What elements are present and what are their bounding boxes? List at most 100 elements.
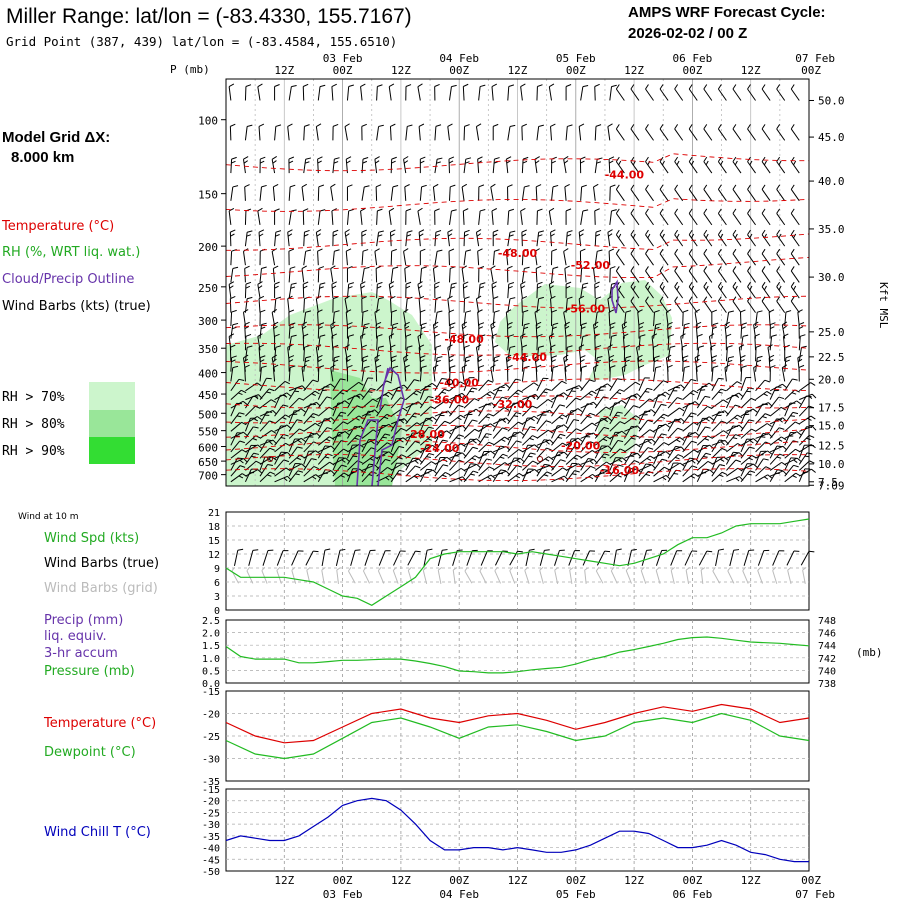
wind-barb-flag: [630, 84, 635, 90]
wind-barb-staff: [478, 441, 490, 453]
wind-barb-flag: [603, 426, 610, 430]
wind-barb-flag: [347, 322, 353, 326]
wind-barb-flag: [282, 404, 289, 407]
wind-barb-flag: [691, 285, 695, 291]
wind-barb: [797, 309, 803, 327]
height-tick-label: 45.0: [818, 131, 845, 144]
wind-barb-staff: [682, 401, 696, 409]
wind-barb-flag: [665, 475, 671, 480]
wind-barb: [288, 410, 300, 425]
wind-barb-flag: [319, 286, 324, 289]
wind-barb: [376, 297, 384, 313]
wind-barb-flag: [654, 309, 660, 313]
wind-barb-flag: [416, 449, 422, 454]
wind-barb-staff: [447, 126, 450, 141]
wind-barb-flag: [537, 281, 543, 285]
wind-barb-flag: [303, 83, 309, 87]
wind-barb-flag: [287, 229, 293, 233]
wind-barb-flag: [472, 419, 478, 422]
wind-barb-flag: [563, 309, 569, 313]
wind-barb-staff: [303, 126, 305, 141]
wind-barb-flag: [406, 234, 412, 237]
wind-barb: [317, 248, 323, 266]
wind-barb-flag: [247, 345, 253, 348]
wind-barb: [228, 281, 235, 299]
wind-barb-staff: [259, 388, 270, 400]
wind-barb-staff: [434, 472, 446, 483]
wind-barb-flag: [534, 156, 540, 160]
wind-barb-flag: [615, 124, 620, 130]
wind-barb-flag: [809, 460, 815, 464]
wind-barb-flag: [647, 285, 651, 291]
wind-barb-staff: [449, 392, 463, 401]
wind-barb-flag: [587, 415, 592, 418]
wind-barb-staff: [389, 347, 392, 362]
wind-barb-flag: [563, 156, 569, 160]
wind-barb-flag: [508, 84, 515, 87]
surface-wind-barb-flag: [457, 549, 463, 551]
wind-barb-flag: [524, 322, 530, 326]
wind-barb-flag: [711, 355, 718, 359]
wind-barb-staff: [726, 476, 740, 483]
surface-wind-barb-flag: [517, 550, 523, 553]
wind-barb-flag: [537, 333, 543, 337]
wind-barb-flag: [798, 364, 805, 368]
wind-barb: [732, 156, 742, 174]
wind-barb-staff: [711, 439, 720, 453]
wind-barb-flag: [778, 160, 782, 166]
wind-barb-staff: [492, 436, 505, 446]
wind-barb: [784, 310, 792, 327]
wind-barb-flag: [803, 471, 808, 474]
wind-barb-staff: [784, 389, 796, 400]
wind-barb-flag: [442, 474, 447, 478]
time-label: 12Z: [274, 64, 294, 77]
wind-barb-staff: [259, 447, 271, 459]
wind-barb-staff: [376, 425, 383, 439]
wind-barb-flag: [346, 160, 351, 164]
wind-barb-staff: [419, 406, 431, 417]
wind-barb-staff: [688, 88, 698, 101]
wind-barb-flag: [690, 378, 697, 382]
wind-barb-flag: [688, 156, 693, 162]
wind-barb-flag: [545, 388, 552, 391]
grid-wind-barb-flag: [452, 567, 458, 571]
wind-barb-staff: [769, 396, 780, 409]
wind-barb-staff: [507, 336, 510, 351]
wind-barb-staff: [740, 387, 750, 400]
wind-barb: [580, 184, 587, 201]
surface-wind-barb-staff: [378, 550, 386, 566]
wind-barb-staff: [667, 446, 676, 459]
wind-barb: [521, 266, 530, 283]
wind-barb-staff: [521, 186, 525, 201]
wind-barb: [475, 295, 482, 313]
wind-barb: [521, 296, 527, 313]
surface-wind-barb-flag: [718, 548, 724, 551]
wind-barb-flag: [300, 408, 306, 413]
wind-barb-flag: [334, 355, 340, 359]
wind-barb: [257, 333, 263, 351]
wind-barb-flag: [676, 285, 680, 291]
wind-barb: [244, 124, 253, 141]
wind-barb-flag: [477, 309, 483, 313]
wind-barb-staff: [288, 408, 302, 417]
surface-wind-barb-staff: [729, 550, 735, 566]
wind-barb-flag: [567, 345, 573, 348]
wind-barb-staff: [747, 161, 756, 174]
date-label: 06 Feb: [673, 52, 713, 65]
wind-barb-flag: [770, 365, 776, 368]
wind-barb: [288, 428, 305, 439]
wind-barb: [272, 321, 279, 339]
wind-barb-staff: [645, 128, 654, 141]
wind-barb-flag: [531, 405, 538, 409]
wind-barb-flag: [390, 344, 396, 348]
wind-barb-flag: [638, 364, 645, 368]
wind-barb-flag: [425, 417, 432, 420]
wind-barb: [403, 156, 409, 174]
wind-barb-flag: [565, 208, 572, 212]
wind-barb-flag: [301, 364, 307, 369]
wind-barb-flag: [790, 208, 795, 214]
wind-barb: [667, 321, 673, 339]
wind-barb: [615, 124, 625, 141]
wind-barb-flag: [287, 344, 293, 348]
wind-barb-flag: [284, 380, 291, 385]
